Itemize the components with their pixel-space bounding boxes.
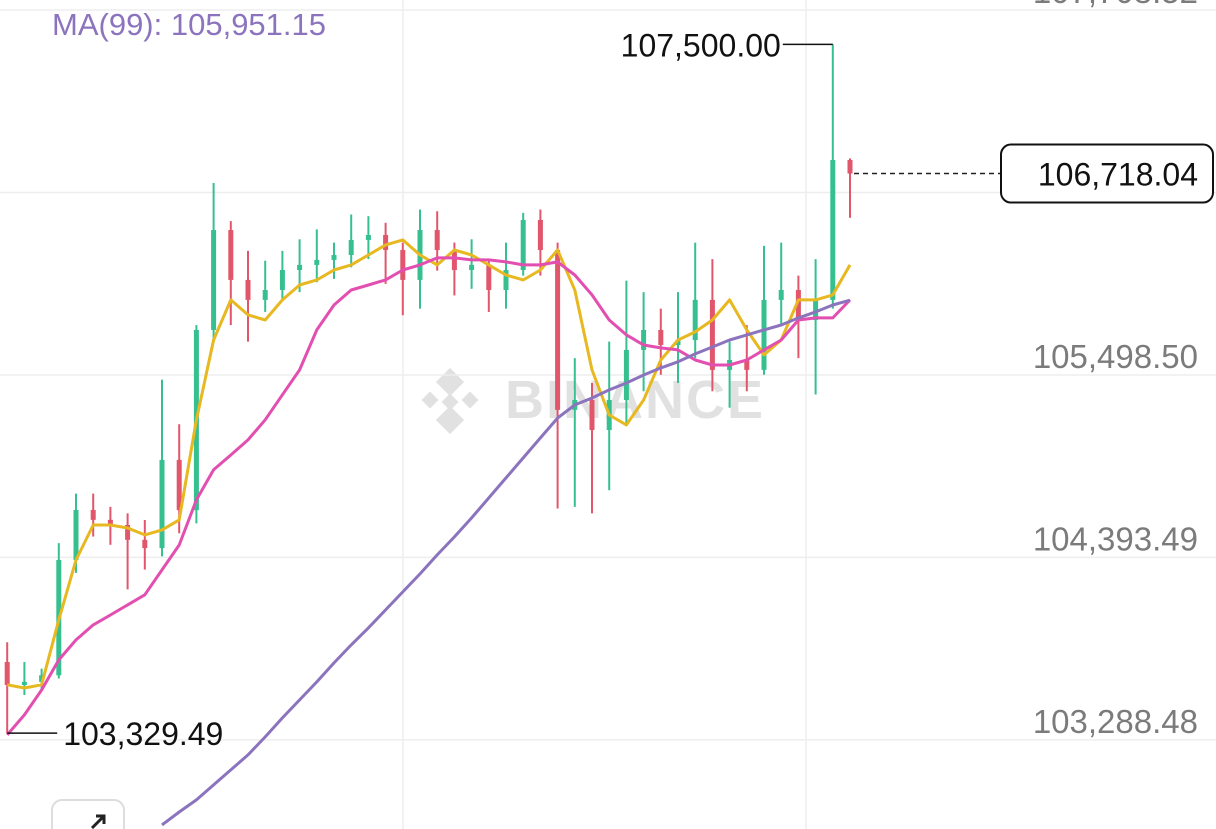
candle-body: [451, 250, 457, 271]
button-frame[interactable]: [51, 799, 125, 829]
candle-body: [486, 264, 492, 290]
button-icon: [90, 814, 106, 829]
last-price-box: [1000, 143, 1214, 204]
candle-body: [245, 279, 251, 300]
candle-body: [159, 459, 165, 549]
candle-body: [176, 459, 182, 511]
candle-body: [847, 160, 853, 174]
labels-layer: 107,500.00 103,329.49 106,718.04: [7, 27, 1214, 752]
candle-body: [90, 509, 96, 520]
candle-body: [675, 340, 681, 345]
candle-body: [211, 230, 217, 330]
last-price-label: 106,718.04: [1038, 157, 1198, 193]
candle-body: [314, 259, 320, 265]
candle-body: [778, 289, 784, 300]
candle-body: [623, 349, 629, 400]
candle-body: [830, 160, 836, 300]
expand-button[interactable]: [51, 799, 125, 829]
y-tick-label: 103,288.48: [1033, 703, 1198, 740]
logo-diamond: [435, 405, 465, 435]
logo-diamond: [441, 393, 459, 411]
ma-line: [161, 298, 851, 827]
low-label: 103,329.49: [63, 716, 223, 752]
candle-body: [658, 329, 664, 345]
candle-body: [692, 299, 698, 341]
candle-body: [520, 219, 526, 271]
candle-body: [400, 250, 406, 280]
candle-body: [537, 219, 543, 251]
candle-body: [4, 662, 10, 685]
candle-body: [813, 299, 819, 321]
ma-line: [6, 256, 852, 736]
candle-body: [555, 250, 561, 410]
high-label: 107,500.00: [621, 27, 781, 63]
candle-body: [744, 360, 750, 370]
candle-body: [107, 519, 113, 525]
candle-body: [761, 299, 767, 370]
candle-body: [331, 254, 337, 260]
candle-body: [795, 289, 801, 321]
logo-diamond: [461, 391, 479, 409]
candle-body: [589, 399, 595, 431]
candle-body: [262, 289, 268, 300]
candle-body: [348, 239, 354, 255]
logo-diamond: [435, 367, 465, 397]
y-tick-label: 104,393.49: [1033, 520, 1198, 557]
candle-body: [469, 264, 475, 271]
candle-body: [279, 270, 285, 290]
candle-body: [503, 270, 509, 290]
watermark-logo: [421, 367, 479, 435]
candle-body: [297, 264, 303, 271]
candle-body: [709, 299, 715, 370]
y-tick-label: 107,708.52: [1033, 0, 1198, 10]
candle-body: [142, 539, 148, 549]
logo-diamond: [421, 391, 439, 409]
candle-body: [641, 329, 647, 350]
y-tick-label: 105,498.50: [1033, 338, 1198, 375]
ma-lines-layer: [6, 238, 852, 827]
candle-body: [383, 234, 389, 251]
indicator-label: MA(99): 105,951.15: [52, 7, 326, 42]
candle-body: [434, 230, 440, 251]
candle-body: [39, 675, 45, 682]
candle-body: [365, 234, 371, 240]
candle-body: [21, 681, 27, 685]
ma-line: [6, 238, 852, 690]
candle-body: [228, 230, 234, 280]
candle-body: [125, 524, 131, 540]
candle-body: [73, 509, 79, 560]
background-layer: BINANCE: [402, 0, 807, 829]
